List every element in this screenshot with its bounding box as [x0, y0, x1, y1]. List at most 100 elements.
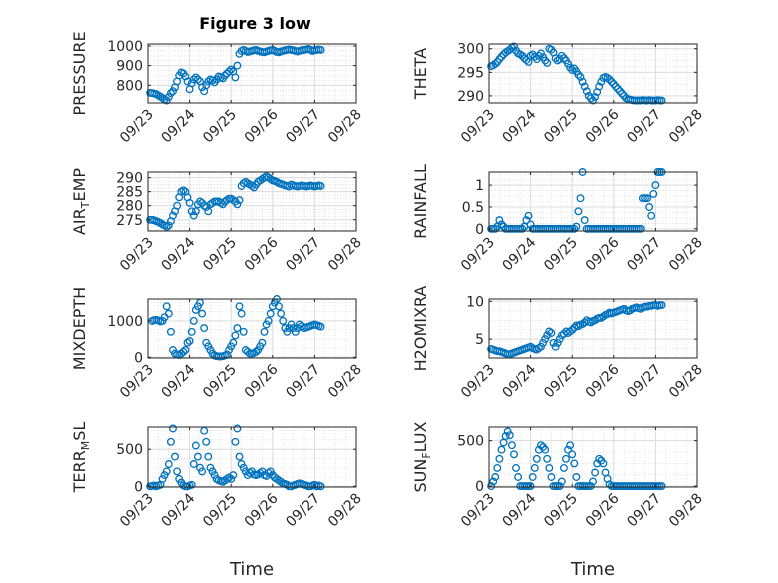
- x-tick-label: 09/24: [159, 490, 199, 530]
- axes-background: [489, 172, 697, 231]
- x-tick-label: 09/25: [541, 235, 581, 275]
- data-point: [568, 450, 577, 459]
- data-point: [193, 452, 202, 461]
- data-point: [233, 324, 242, 333]
- y-tick-label: 0.5: [462, 200, 484, 216]
- data-point: [189, 316, 198, 325]
- subplot-mixdepth: 09/23 09/24 09/25 09/26 09/27 09/28 0 1000 MIXDE…: [70, 287, 365, 402]
- axes-box: [488, 426, 698, 488]
- data-point: [657, 482, 666, 491]
- data-point: [258, 338, 267, 347]
- data-point: [570, 323, 579, 332]
- data-point: [562, 454, 570, 463]
- data-point: [191, 207, 200, 216]
- data-point: [277, 477, 286, 486]
- data-point: [256, 468, 265, 477]
- x-tick-label: 09/26: [242, 361, 282, 401]
- data-point: [191, 73, 200, 82]
- data-point: [198, 83, 207, 92]
- subplot-theta: 09/23 09/24 09/25 09/26 09/27 09/28 290 295 300 T…: [411, 42, 706, 147]
- data-point: [599, 312, 608, 321]
- data-point: [193, 75, 202, 84]
- axes-box: [147, 43, 357, 104]
- x-tick-label: 09/25: [200, 107, 240, 147]
- data-point: [191, 441, 200, 450]
- y-tick-label: 500: [116, 442, 143, 458]
- subplot-rainfall: 09/23 09/24 09/25 09/26 09/27 09/28 0 0.5 1 RAINF…: [411, 164, 706, 274]
- series-rainfall: [487, 168, 666, 233]
- data-point: [645, 203, 654, 211]
- x-tick-label: 09/25: [541, 491, 581, 531]
- data-point: [526, 482, 535, 491]
- subplot-sun_flux: 09/23 09/24 09/25 09/26 09/27 09/28 0 500 SUNFLU…: [411, 421, 706, 580]
- data-point: [543, 454, 552, 463]
- data-point: [225, 67, 234, 76]
- x-tick-label: 09/28: [325, 491, 365, 531]
- axes-box: [488, 43, 698, 104]
- data-point: [555, 482, 564, 491]
- data-point: [522, 56, 531, 64]
- data-point: [316, 482, 325, 491]
- y-axis-label: PRESSURE: [70, 31, 89, 115]
- data-point: [532, 454, 541, 463]
- x-tick-label: 09/28: [666, 491, 706, 531]
- x-tick-label: 09/26: [242, 234, 282, 274]
- data-point: [541, 445, 550, 454]
- x-tick-label: 09/26: [242, 490, 282, 530]
- axes-box: [147, 298, 357, 359]
- data-point: [530, 463, 539, 472]
- data-point: [233, 200, 242, 209]
- data-point: [497, 445, 506, 454]
- data-point: [576, 73, 585, 81]
- y-tick-label: 1000: [107, 39, 143, 55]
- data-point: [543, 331, 552, 340]
- y-tick-label: 275: [116, 213, 143, 229]
- data-point: [547, 329, 556, 337]
- data-point: [198, 309, 207, 318]
- x-tick-label: 09/28: [325, 107, 365, 147]
- x-tick-label: 09/23: [458, 235, 498, 275]
- y-axis-label: SUNFLUX: [411, 421, 433, 492]
- data-point: [505, 431, 514, 440]
- data-point: [510, 450, 518, 459]
- data-point: [649, 189, 658, 198]
- data-point: [204, 207, 213, 216]
- data-point: [229, 338, 238, 347]
- data-point: [539, 338, 548, 347]
- data-point: [599, 459, 608, 468]
- data-point: [609, 80, 618, 89]
- x-tick-label: 09/27: [624, 362, 664, 402]
- data-point: [570, 224, 579, 233]
- data-point: [231, 437, 240, 446]
- y-tick-label: 1000: [107, 314, 143, 330]
- data-point: [221, 71, 229, 80]
- data-point: [595, 82, 604, 91]
- data-point: [231, 331, 240, 340]
- y-tick-label: 900: [116, 59, 143, 75]
- data-point: [179, 186, 188, 195]
- subplot-pressure: 09/23 09/24 09/25 09/26 09/27 09/28 800 900 1000…: [70, 31, 365, 146]
- data-point: [574, 207, 583, 216]
- y-tick-label: 280: [116, 199, 143, 215]
- data-point: [264, 468, 273, 477]
- data-point: [181, 72, 190, 81]
- x-tick-label: 09/23: [458, 362, 498, 402]
- x-tick-label: 09/25: [200, 491, 240, 531]
- data-point: [252, 347, 261, 356]
- data-point: [586, 94, 595, 103]
- data-point: [657, 301, 666, 310]
- data-point: [235, 302, 244, 311]
- x-tick-label: 09/27: [624, 235, 664, 275]
- data-point: [227, 65, 236, 74]
- data-point: [273, 177, 281, 186]
- series-theta: [487, 42, 666, 105]
- x-tick-label: 09/28: [666, 107, 706, 147]
- data-point: [580, 82, 589, 91]
- axes-box: [147, 426, 357, 488]
- y-tick-label: 300: [457, 42, 484, 58]
- x-tick-label: 09/23: [117, 107, 157, 147]
- x-tick-label: 09/27: [624, 491, 664, 531]
- data-point: [570, 459, 579, 468]
- subplot-h2omixra: 09/23 09/24 09/25 09/26 09/27 09/28 5 10 H2OMIXR…: [411, 286, 706, 402]
